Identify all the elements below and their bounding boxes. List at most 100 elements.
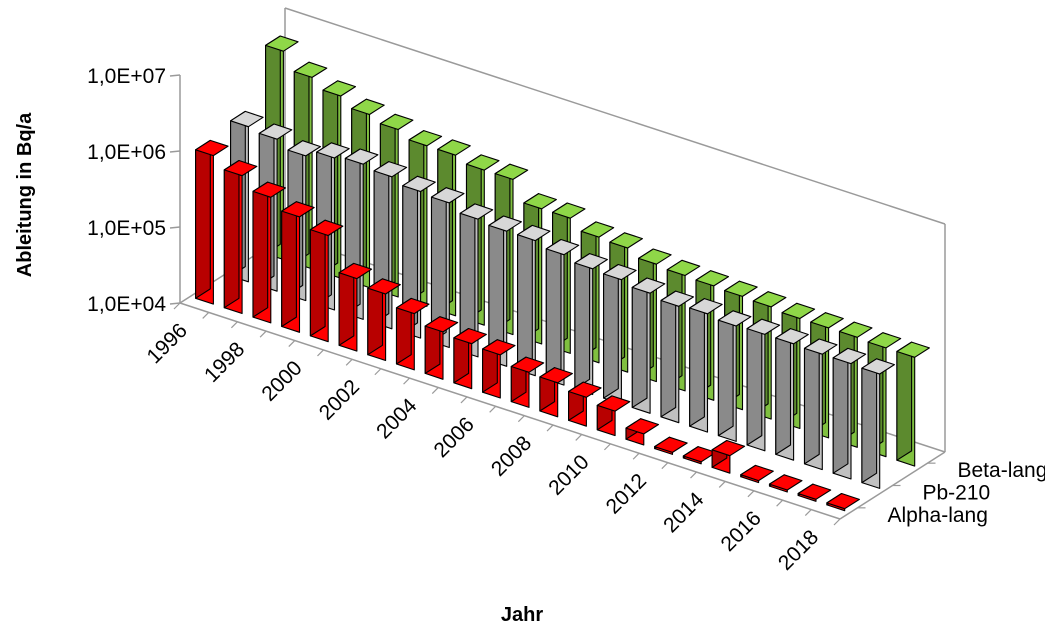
bar-alpha-lang-2003 [395, 297, 430, 371]
x-tick-mark [374, 368, 382, 376]
bar-top-face [351, 98, 385, 116]
bar-alpha-lang-2004 [424, 316, 459, 380]
bar-alpha-lang-2007 [510, 356, 545, 408]
bar-side-face [689, 298, 705, 427]
bar-top-face [666, 259, 701, 277]
bar-top-face [309, 219, 344, 237]
bar-beta-lang-2018 [896, 341, 930, 467]
chart-bars [195, 35, 930, 512]
y-tick-label: 1,0E+04 [87, 293, 166, 316]
bar-alpha-lang-2016 [768, 474, 803, 493]
bar-top-face [654, 436, 688, 453]
y-tick-mark [169, 302, 181, 305]
bar-top-face [488, 215, 522, 232]
bar-side-face [832, 347, 849, 474]
bar-alpha-lang-1998 [252, 181, 287, 324]
bar-top-face [574, 253, 608, 270]
x-tick-label: 2014 [659, 488, 709, 538]
bar-top-face [596, 395, 631, 412]
bar-top-face [424, 316, 459, 333]
bar-alpha-lang-2015 [740, 464, 774, 484]
bar-top-face [810, 312, 844, 329]
bar-top-face [775, 328, 809, 345]
bar-pb-210-2016 [803, 338, 838, 471]
x-tick-label: 2004 [372, 394, 422, 444]
bar-alpha-lang-2018 [826, 492, 860, 512]
bar-side-face [195, 139, 211, 299]
series-label: Pb-210 [923, 482, 991, 505]
bar-top-face [430, 187, 465, 204]
bar-top-face [625, 418, 660, 435]
x-tick-mark [632, 452, 640, 460]
bar-side-face [223, 159, 240, 309]
bar-side-face [775, 328, 792, 455]
x-tick-label: 2016 [716, 507, 765, 556]
bar-top-face [437, 139, 471, 156]
bar-top-face [408, 130, 443, 147]
bar-side-face [861, 358, 878, 484]
bar-top-face [580, 221, 615, 238]
bar-top-face [695, 270, 730, 287]
bar-top-face [344, 148, 379, 165]
bar-top-face [660, 290, 695, 307]
bar-alpha-lang-2014 [711, 439, 746, 474]
bar-top-face [797, 483, 832, 500]
x-tick-mark [575, 434, 583, 441]
x-tick-mark [317, 349, 324, 357]
bar-top-face [265, 35, 299, 52]
x-tick-label: 2010 [544, 450, 593, 499]
bar-top-face [510, 356, 545, 373]
bar-pb-210-2011 [660, 290, 695, 424]
bar-top-face [552, 202, 586, 219]
x-tick-label: 1998 [200, 338, 249, 387]
bar-top-face [517, 224, 551, 242]
bar-top-face [838, 321, 873, 338]
bar-pb-210-2007 [545, 238, 580, 386]
bar-alpha-lang-2012 [654, 436, 688, 455]
bar-top-face [896, 341, 930, 358]
bar-alpha-lang-1999 [281, 201, 315, 333]
bar-top-face [373, 161, 408, 178]
y-tick-label: 1,0E+06 [87, 141, 166, 164]
bar-top-face [459, 203, 494, 220]
bar-side-face [574, 253, 591, 390]
y-tick-labels: 1,0E+04 1,0E+05 1,0E+06 1,0E+07 [87, 65, 166, 316]
bar-alpha-lang-2001 [338, 262, 373, 352]
x-tick-mark [833, 518, 841, 526]
bar-top-face [803, 338, 838, 355]
bar-side-face [488, 215, 505, 362]
bar-top-face [638, 248, 672, 265]
bar-pb-210-2017 [832, 347, 867, 480]
bar-pb-210-2015 [775, 328, 809, 461]
bar-top-face [195, 139, 229, 157]
bar-top-face [523, 193, 557, 210]
bar-top-face [568, 381, 602, 398]
bar-side-face [631, 277, 648, 409]
bar-alpha-lang-2000 [309, 219, 344, 343]
bar-top-face [379, 113, 414, 131]
bar-side-face [309, 219, 326, 337]
series-label: Alpha-lang [888, 504, 988, 527]
bar-top-face [316, 142, 350, 159]
bar-side-face [545, 238, 562, 380]
bar-top-face [322, 80, 357, 97]
bar-top-face [494, 163, 529, 180]
bar-top-face [252, 181, 287, 198]
x-tick-mark [718, 481, 726, 488]
bar-top-face [781, 302, 816, 320]
bar-top-face [539, 367, 573, 384]
bar-top-face [631, 277, 666, 294]
bar-top-face [395, 297, 430, 315]
x-tick-mark [345, 358, 353, 366]
bar-pb-210-2003 [430, 187, 465, 349]
x-tick-mark [259, 330, 267, 338]
bar-top-face [367, 278, 401, 295]
bar-side-face [746, 318, 763, 446]
x-tick-label: 2018 [774, 526, 823, 575]
x-tick-mark [604, 443, 611, 451]
bar-top-face [603, 263, 637, 281]
x-tick-label: 2006 [430, 413, 479, 462]
bar-top-face [746, 318, 781, 335]
